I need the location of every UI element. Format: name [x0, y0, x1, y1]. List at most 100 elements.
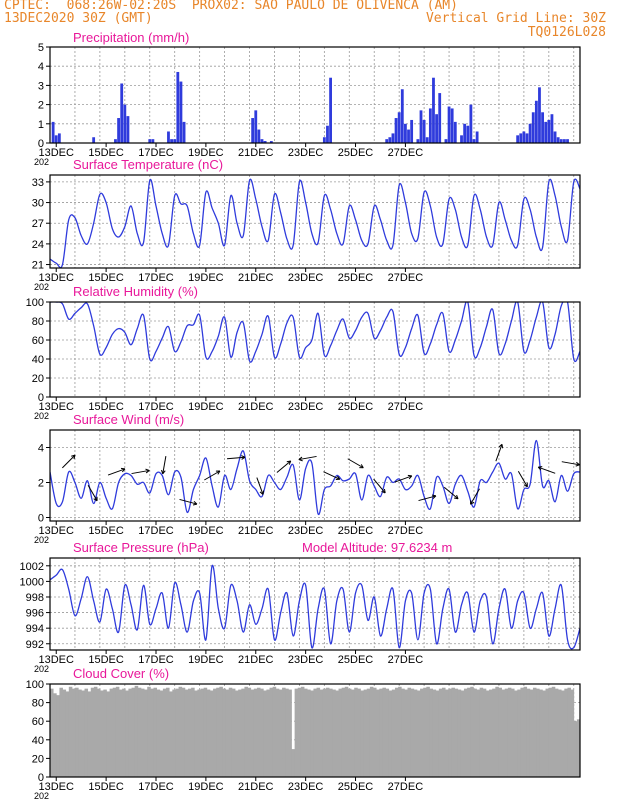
cloud-bar — [495, 686, 499, 777]
precip-bar — [391, 133, 395, 143]
wind-vector-head — [298, 459, 303, 462]
cloud-bar — [162, 688, 167, 777]
wind-vector — [443, 486, 459, 500]
wind-vector-shaft — [470, 488, 480, 505]
y-tick-label: 0 — [38, 772, 44, 784]
y-tick-label: 40 — [32, 354, 44, 366]
wind-vector-head — [262, 490, 265, 495]
wind-vector-shaft — [107, 468, 126, 476]
precip-bar — [120, 83, 124, 143]
x-tick-label: 27DEC — [388, 525, 424, 537]
precip-bar — [422, 119, 426, 143]
precip-bar — [400, 89, 404, 143]
y-tick-label: 996 — [26, 608, 44, 620]
y-tick-label: 4 — [38, 61, 44, 73]
y-tick-label: 20 — [32, 373, 44, 385]
cloud-bar — [109, 688, 114, 777]
cloud-bar — [307, 689, 311, 777]
cloud-bar — [256, 687, 261, 777]
cloud-bar — [407, 687, 412, 777]
cloud-bar — [93, 686, 98, 777]
panel-3 — [46, 429, 581, 525]
wind-vector-shaft — [256, 477, 264, 495]
cloud-bar — [498, 687, 502, 777]
cloud-bar — [382, 687, 386, 777]
y-tick-label: 33 — [32, 177, 44, 189]
cloud-bar — [238, 689, 242, 777]
x-tick-label: 17DEC — [138, 525, 174, 537]
cloud-bar — [191, 687, 195, 777]
y-tick-label: 4 — [38, 443, 44, 455]
cloud-bar — [448, 688, 452, 777]
x-tick-label: 13DEC — [39, 401, 75, 413]
cloud-bar — [463, 688, 468, 777]
panel-0 — [46, 46, 581, 147]
precip-bar — [322, 137, 326, 143]
wind-vector-head — [160, 469, 164, 475]
wind-vector-shaft — [538, 466, 556, 474]
x-tick-label: 21DEC — [238, 781, 274, 793]
y-tick-label: 100 — [26, 679, 44, 691]
wind-vector — [517, 470, 528, 488]
cloud-bar — [341, 687, 346, 777]
wind-vector-head — [121, 468, 126, 473]
x-tick-label: 13DEC — [39, 525, 75, 537]
cloud-bar — [325, 687, 330, 777]
cloud-bar — [134, 685, 139, 777]
cloud-bar — [545, 688, 550, 777]
wind-vector-head — [498, 443, 503, 448]
panel-1 — [46, 174, 581, 272]
cloud-bar — [570, 689, 575, 777]
y-tick-label: 3 — [38, 80, 44, 92]
x-tick-label: 25DEC — [338, 401, 374, 413]
wind-vector-head — [576, 461, 580, 466]
cloud-bar — [322, 688, 327, 777]
cloud-bar — [103, 689, 107, 777]
cloud-bar — [56, 695, 60, 777]
cloud-bar — [532, 687, 537, 777]
precip-bar — [460, 135, 463, 143]
precip-bar — [269, 141, 273, 143]
cloud-bar — [391, 689, 396, 777]
y-tick-label: 20 — [32, 753, 44, 765]
precip-bar — [463, 123, 467, 143]
cloud-bar — [90, 687, 95, 777]
x-tick-label: 25DEC — [338, 147, 374, 159]
model-altitude: Model Altitude: 97.6234 m — [302, 540, 452, 555]
precip-bar — [394, 118, 398, 143]
x-tick-label: 15DEC — [88, 525, 124, 537]
wind-vector-shaft — [61, 454, 76, 469]
panel-frame — [49, 683, 581, 778]
cloud-bar — [166, 687, 170, 777]
wind-vector-head — [537, 466, 542, 471]
cloud-bar — [216, 687, 220, 777]
cloud-bar — [131, 687, 136, 777]
cloud-bar — [438, 688, 443, 777]
y-tick-label: 80 — [32, 316, 44, 328]
precip-bar — [170, 139, 173, 143]
cloud-bar — [347, 688, 352, 777]
cloud-bar — [100, 690, 104, 777]
wind-vector-head — [381, 490, 386, 494]
wind-vector — [256, 477, 265, 495]
cloud-bar — [172, 689, 176, 777]
wind-vector-shaft — [495, 444, 503, 462]
cloud-bar — [81, 690, 85, 777]
cloud-bar — [313, 688, 317, 777]
cloud-bar — [561, 690, 565, 777]
precip-bar — [388, 137, 392, 143]
cloud-bar — [388, 690, 393, 777]
cloud-bar — [75, 687, 79, 777]
wind-vector-head — [360, 464, 364, 469]
y-tick-label: 1 — [38, 119, 44, 131]
precip-bar — [126, 116, 130, 143]
y-tick-label: 40 — [32, 735, 44, 747]
precip-bar — [534, 100, 538, 143]
cloud-bar — [269, 687, 274, 777]
wind-vector-shaft — [443, 486, 459, 500]
precip-bar — [475, 131, 479, 143]
x-tick-label: 23DEC — [288, 147, 324, 159]
wind-vector — [373, 478, 386, 494]
panel-title: Cloud Cover (%) — [73, 666, 169, 681]
wind-vector-shaft — [418, 495, 437, 502]
